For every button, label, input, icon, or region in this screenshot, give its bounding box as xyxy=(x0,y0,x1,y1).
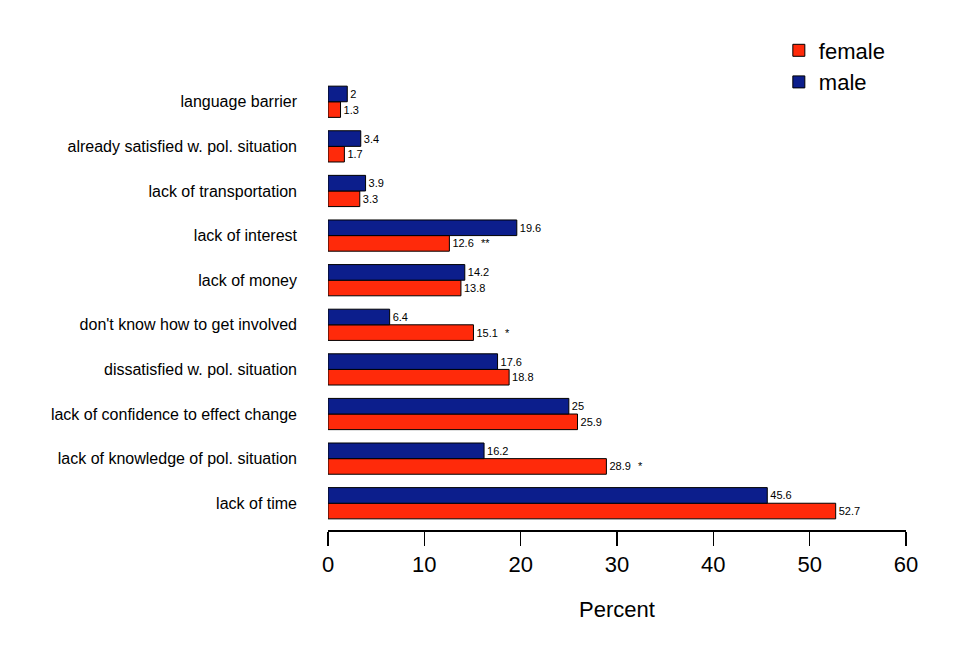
svg-text:female: female xyxy=(819,39,885,64)
svg-text:25: 25 xyxy=(572,400,584,412)
svg-text:2: 2 xyxy=(350,88,356,100)
svg-text:1.3: 1.3 xyxy=(344,104,359,116)
svg-text:25.9: 25.9 xyxy=(581,416,602,428)
svg-text:60: 60 xyxy=(894,552,918,577)
svg-text:*: * xyxy=(505,327,510,339)
svg-text:lack of transportation: lack of transportation xyxy=(148,183,297,200)
svg-text:3.3: 3.3 xyxy=(363,193,378,205)
svg-text:lack of time: lack of time xyxy=(216,495,297,512)
svg-text:already satisfied w. pol. situ: already satisfied w. pol. situation xyxy=(68,138,297,155)
svg-text:*: * xyxy=(638,460,643,472)
svg-text:lack of interest: lack of interest xyxy=(194,227,298,244)
svg-text:50: 50 xyxy=(797,552,821,577)
svg-text:lack of knowledge of pol. situ: lack of knowledge of pol. situation xyxy=(58,450,297,467)
svg-text:male: male xyxy=(819,70,867,95)
svg-text:10: 10 xyxy=(412,552,436,577)
svg-text:17.6: 17.6 xyxy=(501,356,522,368)
svg-text:15.1: 15.1 xyxy=(476,327,497,339)
svg-text:28.9: 28.9 xyxy=(609,460,630,472)
svg-text:52.7: 52.7 xyxy=(839,505,860,517)
svg-text:14.2: 14.2 xyxy=(468,266,489,278)
svg-text:Percent: Percent xyxy=(579,597,655,622)
svg-text:1.7: 1.7 xyxy=(347,148,362,160)
svg-text:0: 0 xyxy=(322,552,334,577)
svg-text:16.2: 16.2 xyxy=(487,445,508,457)
svg-text:**: ** xyxy=(481,237,490,249)
svg-text:don't know how to get involved: don't know how to get involved xyxy=(80,316,297,333)
svg-text:language barrier: language barrier xyxy=(180,93,297,110)
svg-text:20: 20 xyxy=(508,552,532,577)
svg-text:12.6: 12.6 xyxy=(452,237,473,249)
svg-text:13.8: 13.8 xyxy=(464,282,485,294)
svg-text:lack of money: lack of money xyxy=(198,272,297,289)
svg-text:40: 40 xyxy=(701,552,725,577)
svg-text:45.6: 45.6 xyxy=(770,489,791,501)
svg-text:dissatisfied w. pol. situation: dissatisfied w. pol. situation xyxy=(104,361,297,378)
svg-text:lack of confidence to effect c: lack of confidence to effect change xyxy=(51,406,297,423)
svg-text:30: 30 xyxy=(605,552,629,577)
svg-text:18.8: 18.8 xyxy=(512,371,533,383)
svg-text:19.6: 19.6 xyxy=(520,222,541,234)
svg-text:6.4: 6.4 xyxy=(393,311,408,323)
svg-text:3.9: 3.9 xyxy=(369,177,384,189)
svg-text:3.4: 3.4 xyxy=(364,133,379,145)
